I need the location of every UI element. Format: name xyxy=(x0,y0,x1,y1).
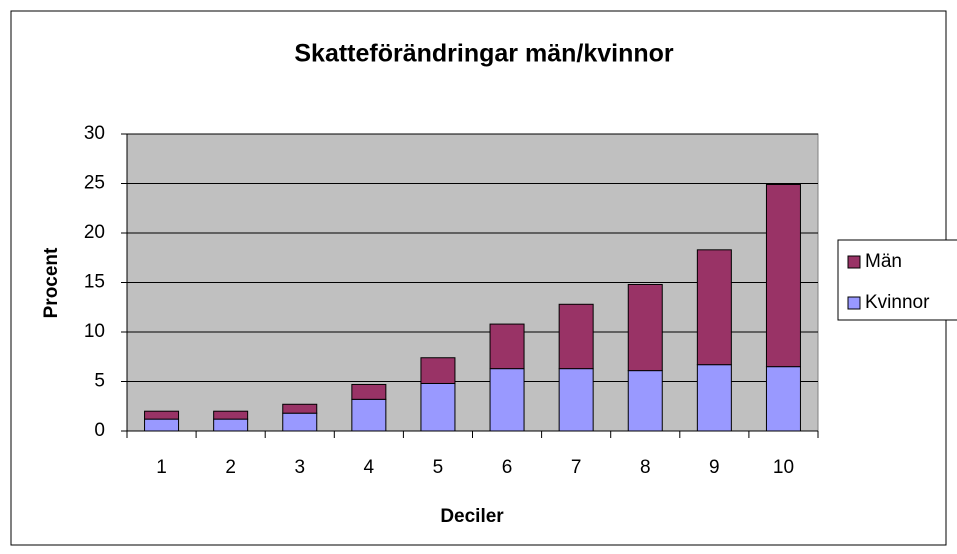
bar-segment xyxy=(558,303,594,370)
x-tick-label: 4 xyxy=(364,457,375,478)
bar-segment xyxy=(351,383,387,400)
y-axis-title: Procent xyxy=(41,247,62,318)
x-tick-label: 5 xyxy=(433,457,444,478)
legend-swatch xyxy=(847,296,861,310)
bar-segment xyxy=(282,412,318,432)
x-tick-label: 9 xyxy=(709,457,720,478)
legend-swatch xyxy=(847,255,861,269)
bar-segment xyxy=(696,364,732,432)
bar-segment xyxy=(144,410,180,420)
x-axis-title: Deciler xyxy=(440,506,504,527)
bar-segment xyxy=(282,403,318,414)
y-tick-label: 30 xyxy=(84,123,105,144)
bar-segment xyxy=(420,382,456,432)
chart-title: Skatteförändringar män/kvinnor xyxy=(294,40,674,68)
y-tick-label: 0 xyxy=(94,420,105,441)
y-tick-label: 15 xyxy=(84,272,105,293)
bar-segment xyxy=(696,249,732,366)
x-tick-label: 2 xyxy=(225,457,236,478)
legend-label: Kvinnor xyxy=(865,292,930,313)
x-tick-label: 7 xyxy=(571,457,582,478)
x-tick-label: 1 xyxy=(156,457,167,478)
bar-segment xyxy=(489,368,525,432)
y-tick-label: 20 xyxy=(84,222,105,243)
bar-segment xyxy=(213,410,249,420)
y-tick-label: 5 xyxy=(94,371,105,392)
bar-segment xyxy=(558,368,594,432)
bar-segment xyxy=(765,366,801,432)
x-tick-label: 8 xyxy=(640,457,651,478)
y-tick-label: 25 xyxy=(84,173,105,194)
bar-segment xyxy=(420,357,456,384)
legend-label: Män xyxy=(865,251,902,272)
bar-segment xyxy=(627,370,663,432)
y-tick-label: 10 xyxy=(84,321,105,342)
x-tick-label: 6 xyxy=(502,457,513,478)
bar-segment xyxy=(765,183,801,368)
x-tick-label: 10 xyxy=(773,457,794,478)
x-tick-label: 3 xyxy=(294,457,305,478)
bar-segment xyxy=(213,418,249,432)
bar-segment xyxy=(489,323,525,370)
bar-segment xyxy=(627,283,663,372)
bar-segment xyxy=(351,398,387,432)
bar-segment xyxy=(144,418,180,432)
